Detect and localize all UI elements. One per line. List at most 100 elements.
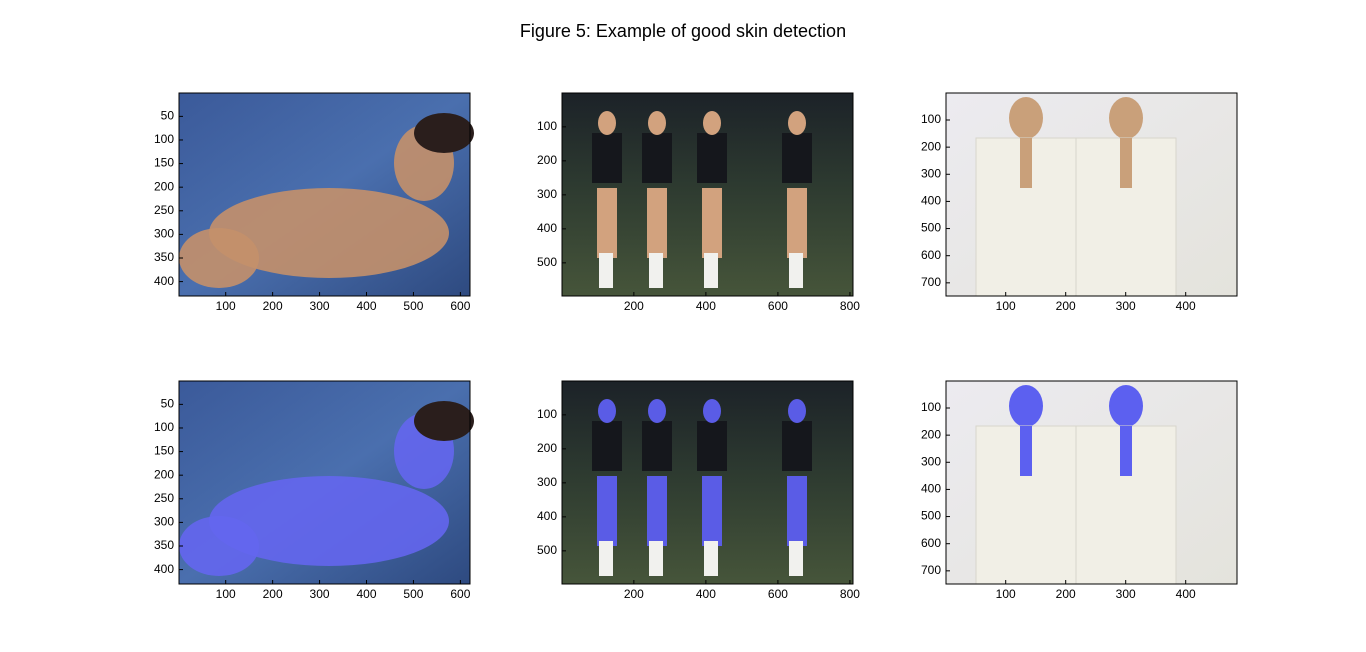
y-tick-label: 200 — [921, 139, 941, 153]
image-region — [599, 253, 613, 288]
y-tick-label: 200 — [537, 153, 557, 167]
x-tick-label: 200 — [624, 299, 644, 313]
y-tick-label: 100 — [921, 112, 941, 126]
image-region — [649, 253, 663, 288]
x-tick-label: 100 — [216, 299, 236, 313]
image-region — [1009, 97, 1043, 139]
x-tick-label: 400 — [356, 587, 376, 601]
image — [946, 381, 1237, 585]
y-tick-label: 250 — [154, 491, 174, 505]
x-tick-label: 500 — [403, 299, 423, 313]
image-region — [1109, 385, 1143, 427]
y-tick-label: 500 — [537, 543, 557, 557]
y-tick-label: 400 — [154, 274, 174, 288]
y-tick-label: 500 — [537, 255, 557, 269]
image-region — [1009, 385, 1043, 427]
image-region — [702, 188, 722, 258]
image-region — [647, 188, 667, 258]
x-tick-label: 400 — [356, 299, 376, 313]
image — [946, 93, 1237, 297]
x-tick-label: 100 — [996, 299, 1016, 313]
image — [562, 381, 853, 584]
image-region — [704, 541, 718, 576]
image-region — [414, 113, 474, 153]
y-tick-label: 300 — [537, 475, 557, 489]
image-region — [209, 188, 449, 278]
image-region — [788, 399, 806, 423]
x-tick-label: 400 — [696, 299, 716, 313]
y-tick-label: 700 — [921, 275, 941, 289]
x-tick-label: 400 — [1176, 299, 1196, 313]
y-tick-label: 50 — [161, 109, 175, 123]
image-region — [703, 111, 721, 135]
y-tick-label: 300 — [154, 515, 174, 529]
y-tick-label: 400 — [537, 509, 557, 523]
y-tick-label: 500 — [921, 221, 941, 235]
image-region — [597, 188, 617, 258]
y-tick-label: 100 — [537, 119, 557, 133]
x-tick-label: 100 — [996, 587, 1016, 601]
image-region — [782, 421, 812, 471]
image-region — [414, 401, 474, 441]
y-tick-label: 700 — [921, 563, 941, 577]
x-tick-label: 800 — [840, 587, 860, 601]
image-region — [647, 476, 667, 546]
y-tick-label: 300 — [154, 227, 174, 241]
image-region — [703, 399, 721, 423]
axes-box — [945, 380, 1238, 585]
y-tick-label: 200 — [921, 427, 941, 441]
y-tick-label: 200 — [154, 467, 174, 481]
y-tick-label: 100 — [154, 420, 174, 434]
x-tick-label: 300 — [310, 587, 330, 601]
y-tick-label: 50 — [161, 397, 175, 411]
x-tick-label: 300 — [1116, 299, 1136, 313]
image-region — [1020, 426, 1032, 476]
image-region — [782, 133, 812, 183]
image — [179, 93, 474, 296]
y-tick-label: 100 — [154, 132, 174, 146]
y-tick-label: 400 — [154, 562, 174, 576]
y-tick-label: 300 — [921, 166, 941, 180]
image-region — [642, 133, 672, 183]
y-tick-label: 250 — [154, 203, 174, 217]
x-tick-label: 200 — [263, 587, 283, 601]
y-tick-label: 100 — [921, 400, 941, 414]
image-region — [789, 253, 803, 288]
axes-box — [178, 92, 471, 297]
y-tick-label: 400 — [537, 221, 557, 235]
image-region — [787, 188, 807, 258]
y-tick-label: 200 — [537, 441, 557, 455]
x-tick-label: 600 — [450, 299, 470, 313]
x-tick-label: 500 — [403, 587, 423, 601]
x-tick-label: 200 — [1056, 299, 1076, 313]
image-region — [649, 541, 663, 576]
x-tick-label: 100 — [216, 587, 236, 601]
image-region — [788, 111, 806, 135]
image-region — [598, 399, 616, 423]
x-tick-label: 300 — [310, 299, 330, 313]
image-region — [592, 421, 622, 471]
image — [562, 93, 853, 296]
image-region — [179, 516, 259, 576]
image-region — [598, 111, 616, 135]
x-tick-label: 600 — [768, 587, 788, 601]
axes-box — [945, 92, 1238, 297]
y-tick-label: 500 — [921, 509, 941, 523]
image-region — [787, 476, 807, 546]
y-tick-label: 100 — [537, 407, 557, 421]
x-tick-label: 300 — [1116, 587, 1136, 601]
image-region — [592, 133, 622, 183]
image-region — [789, 541, 803, 576]
image-region — [648, 111, 666, 135]
y-tick-label: 600 — [921, 248, 941, 262]
image-region — [597, 476, 617, 546]
y-tick-label: 150 — [154, 444, 174, 458]
y-tick-label: 300 — [921, 454, 941, 468]
image-region — [1120, 426, 1132, 476]
x-tick-label: 600 — [768, 299, 788, 313]
x-tick-label: 400 — [696, 587, 716, 601]
image-region — [1020, 138, 1032, 188]
image-region — [697, 133, 727, 183]
y-tick-label: 200 — [154, 179, 174, 193]
